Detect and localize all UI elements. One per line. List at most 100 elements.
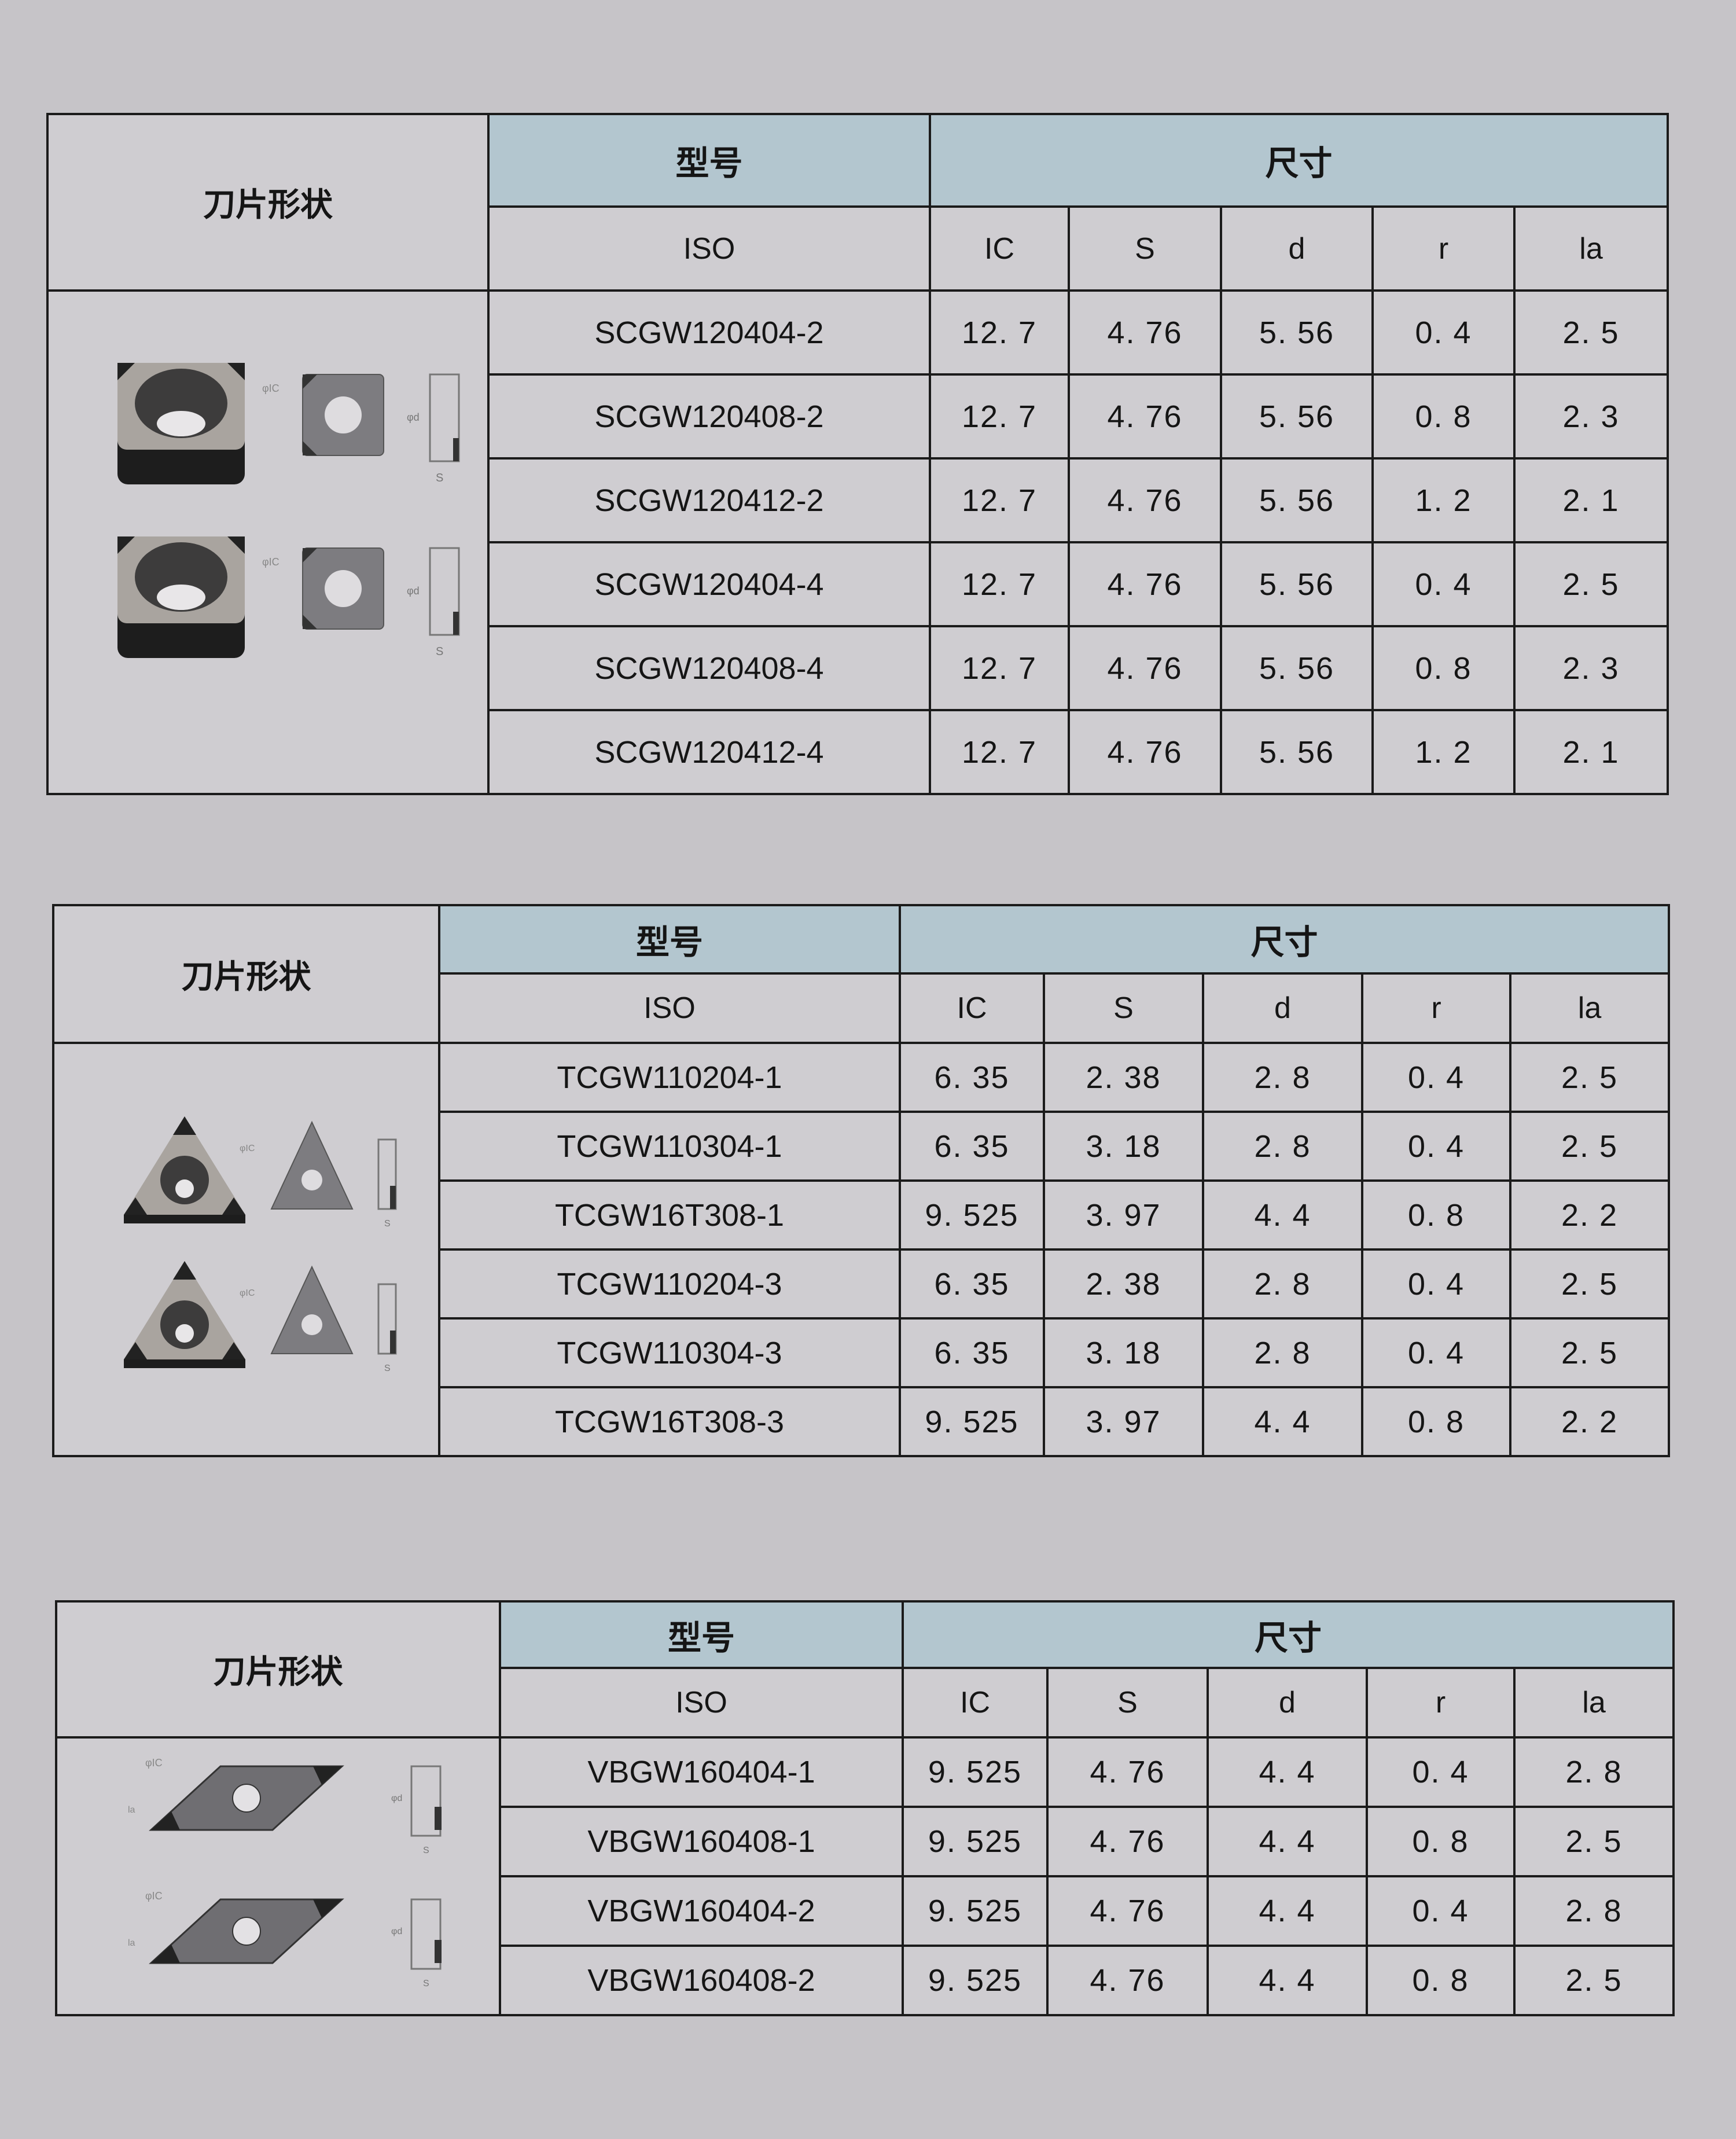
dimension-cell-r: 0. 4 — [1361, 1111, 1511, 1182]
dimension-cell-d: 5. 56 — [1220, 541, 1374, 627]
dimension-cell-la: 2. 3 — [1513, 373, 1669, 460]
dimension-cell-d: 2. 8 — [1202, 1248, 1363, 1320]
table-row: SCGW120408-4 12. 7 4. 76 5. 56 0. 8 2. 3 — [47, 625, 1669, 711]
iso-model-cell: TCGW110204-3 — [438, 1248, 901, 1320]
dimension-cell-s: 4. 76 — [1068, 625, 1222, 711]
shape-header: 刀片形状 — [46, 113, 490, 292]
svg-text:S: S — [436, 645, 443, 658]
svg-text:φd: φd — [391, 1793, 402, 1803]
iso-model-cell: SCGW120412-4 — [487, 709, 931, 795]
table-row: SCGW120408-2 12. 7 4. 76 5. 56 0. 8 2. 3 — [47, 373, 1669, 460]
dimension-cell-d: 4. 4 — [1207, 1736, 1368, 1808]
column-header-r: r — [1366, 1667, 1516, 1739]
iso-model-cell: VBGW160404-2 — [499, 1875, 904, 1947]
svg-text:φIC: φIC — [240, 1144, 255, 1153]
dimension-cell-la: 2. 5 — [1513, 1945, 1675, 2016]
column-header-d: d — [1202, 972, 1363, 1044]
dimension-cell-d: 4. 4 — [1207, 1875, 1368, 1947]
dimension-cell-r: 0. 4 — [1366, 1736, 1516, 1808]
dimension-cell-d: 5. 56 — [1220, 457, 1374, 543]
dimension-cell-s: 4. 76 — [1068, 709, 1222, 795]
dimension-cell-ic: 9. 525 — [902, 1945, 1049, 2016]
dimension-cell-r: 0. 8 — [1361, 1386, 1511, 1457]
svg-text:S: S — [423, 1846, 429, 1855]
dimension-cell-r: 0. 8 — [1366, 1806, 1516, 1877]
iso-model-cell: SCGW120404-2 — [487, 289, 931, 376]
column-header-iso: ISO — [487, 205, 931, 292]
svg-text:φd: φd — [391, 1927, 402, 1936]
table-row: TCGW110304-1 6. 35 3. 18 2. 8 0. 4 2. 5 — [53, 1111, 1671, 1182]
iso-model-cell: VBGW160404-1 — [499, 1736, 904, 1808]
rhombus-insert-illustration: φIC la φd S φIC la φd S — [57, 1743, 499, 2009]
dimension-cell-s: 4. 76 — [1046, 1875, 1209, 1947]
dimension-cell-ic: 6. 35 — [899, 1317, 1045, 1388]
column-header-d: d — [1220, 205, 1374, 292]
dimension-cell-s: 4. 76 — [1046, 1945, 1209, 2016]
svg-text:S: S — [384, 1219, 391, 1229]
size-header: 尺寸 — [928, 113, 1669, 208]
dimension-cell-r: 0. 8 — [1366, 1945, 1516, 2016]
dimension-cell-d: 4. 4 — [1202, 1179, 1363, 1251]
dimension-cell-s: 4. 76 — [1068, 541, 1222, 627]
iso-model-cell: SCGW120412-2 — [487, 457, 931, 543]
dimension-cell-s: 4. 76 — [1046, 1806, 1209, 1877]
column-header-s: S — [1046, 1667, 1209, 1739]
dimension-cell-r: 0. 8 — [1361, 1179, 1511, 1251]
dimension-cell-la: 2. 5 — [1509, 1317, 1671, 1388]
dimension-cell-ic: 12. 7 — [929, 625, 1070, 711]
column-header-d: d — [1207, 1667, 1368, 1739]
dimension-cell-r: 0. 8 — [1371, 373, 1516, 460]
table-row: SCGW120404-4 12. 7 4. 76 5. 56 0. 4 2. 5 — [47, 541, 1669, 627]
header-row: 刀片形状 型号 尺寸 — [46, 113, 1669, 292]
dimension-cell-la: 2. 5 — [1513, 541, 1669, 627]
column-header-r: r — [1361, 972, 1511, 1044]
dimension-cell-ic: 9. 525 — [902, 1806, 1049, 1877]
triangle-insert-illustration: φIC S φIC S — [54, 1105, 438, 1394]
iso-model-cell: SCGW120408-4 — [487, 625, 931, 711]
dimension-cell-d: 2. 8 — [1202, 1042, 1363, 1113]
dimension-cell-la: 2. 8 — [1513, 1875, 1675, 1947]
insert-image-cell: φIC la φd S φIC la φd S — [55, 1736, 501, 2016]
table-row: TCGW16T308-3 9. 525 3. 97 4. 4 0. 8 2. 2 — [53, 1386, 1671, 1457]
dimension-cell-la: 2. 5 — [1509, 1042, 1671, 1113]
dimension-cell-r: 0. 4 — [1361, 1248, 1511, 1320]
dimension-cell-la: 2. 1 — [1513, 457, 1669, 543]
table-row: SCGW120412-2 12. 7 4. 76 5. 56 1. 2 2. 1 — [47, 457, 1669, 543]
dimension-cell-ic: 9. 525 — [902, 1875, 1049, 1947]
dimension-cell-r: 0. 4 — [1371, 541, 1516, 627]
dimension-cell-d: 4. 4 — [1207, 1945, 1368, 2016]
dimension-cell-ic: 12. 7 — [929, 457, 1070, 543]
dimension-cell-la: 2. 5 — [1509, 1111, 1671, 1182]
svg-text:φd: φd — [407, 585, 420, 597]
iso-model-cell: TCGW110304-3 — [438, 1317, 901, 1388]
dimension-cell-ic: 12. 7 — [929, 541, 1070, 627]
insert-image-cell: φIC S φd φIC S φd — [46, 289, 490, 795]
iso-model-cell: VBGW160408-2 — [499, 1945, 904, 2016]
dimension-cell-d: 2. 8 — [1202, 1111, 1363, 1182]
svg-text:S: S — [384, 1363, 391, 1373]
column-header-s: S — [1043, 972, 1204, 1044]
dimension-cell-la: 2. 3 — [1513, 625, 1669, 711]
iso-model-cell: TCGW110204-1 — [438, 1042, 901, 1113]
table-row: φIC la φd S φIC la φd S VBGW160404-1 9. 52… — [55, 1736, 1675, 2016]
model-header: 型号 — [487, 113, 931, 208]
table-row: TCGW110204-3 6. 35 2. 38 2. 8 0. 4 2. 5 — [53, 1248, 1671, 1320]
dimension-cell-la: 2. 5 — [1513, 289, 1669, 376]
dimension-cell-ic: 12. 7 — [929, 289, 1070, 376]
svg-text:S: S — [423, 1979, 429, 1989]
column-header-la: la — [1509, 972, 1671, 1044]
svg-text:φIC: φIC — [145, 1890, 163, 1902]
iso-model-cell: SCGW120404-4 — [487, 541, 931, 627]
column-header-la: la — [1513, 205, 1669, 292]
dimension-cell-ic: 12. 7 — [929, 373, 1070, 460]
dimension-cell-r: 0. 4 — [1361, 1317, 1511, 1388]
dimension-cell-r: 1. 2 — [1371, 709, 1516, 795]
table-row: TCGW16T308-1 9. 525 3. 97 4. 4 0. 8 2. 2 — [53, 1179, 1671, 1251]
column-header-iso: ISO — [499, 1667, 904, 1739]
square-insert-illustration: φIC S φd φIC S φd — [49, 334, 487, 751]
dimension-cell-ic: 6. 35 — [899, 1111, 1045, 1182]
dimension-cell-r: 0. 8 — [1371, 625, 1516, 711]
dimension-cell-ic: 9. 525 — [902, 1736, 1049, 1808]
